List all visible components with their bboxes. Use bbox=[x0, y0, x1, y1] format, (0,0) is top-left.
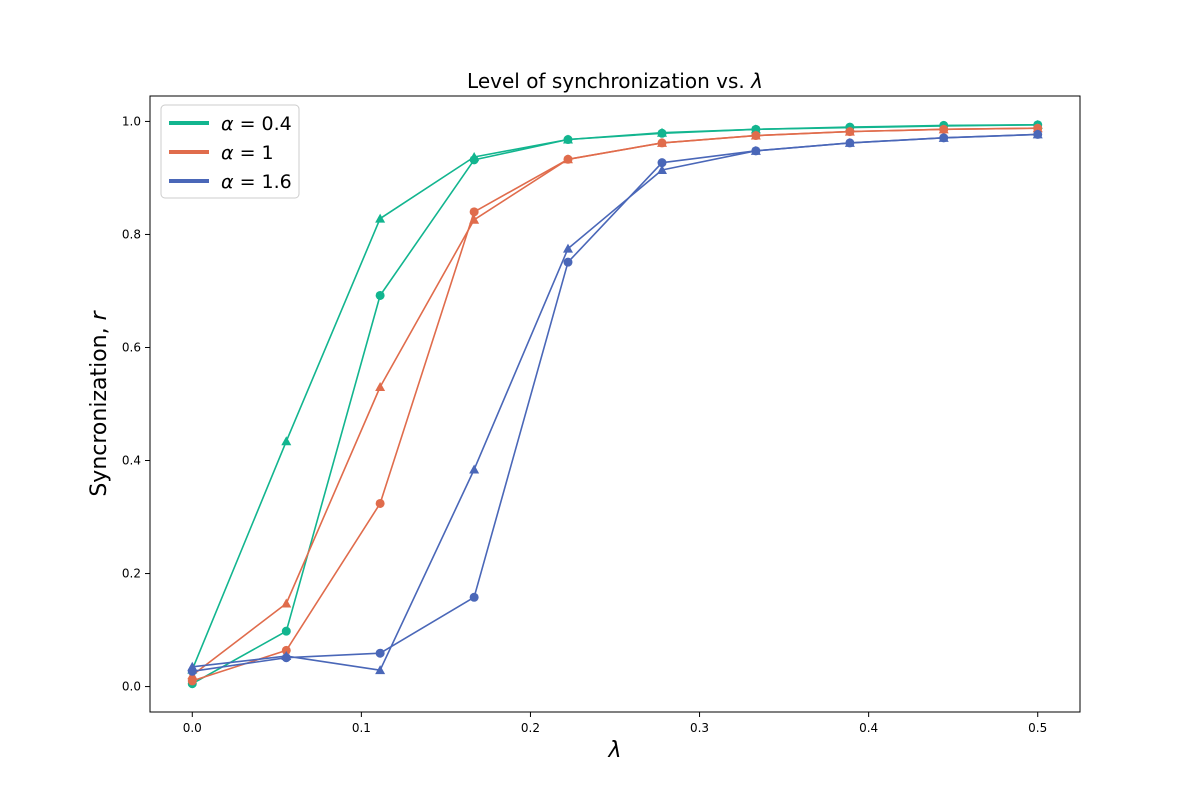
y-tick-label: 1.0 bbox=[122, 114, 141, 128]
series-6 bbox=[187, 129, 1043, 675]
triangle-marker bbox=[1032, 129, 1043, 139]
circle-marker bbox=[281, 645, 291, 655]
triangle-marker bbox=[375, 382, 386, 392]
triangle-marker bbox=[750, 124, 761, 134]
triangle-marker bbox=[375, 213, 386, 223]
triangle-marker bbox=[657, 127, 668, 137]
triangle-marker bbox=[562, 243, 573, 253]
legend-label: α = 1 bbox=[221, 142, 274, 164]
legend-frame bbox=[160, 104, 300, 199]
x-axis: 0.0 0.1 0.2 0.3 0.4 0.5 bbox=[183, 712, 1047, 735]
x-tick-label: 0.4 bbox=[859, 721, 878, 735]
chart-title: Level of synchronization vs. λ bbox=[467, 69, 763, 93]
triangle-marker bbox=[750, 145, 761, 155]
triangle-marker bbox=[750, 130, 761, 140]
plot-area bbox=[149, 95, 1081, 713]
x-axis-label: λ bbox=[607, 738, 621, 763]
legend-label: α = 1.6 bbox=[221, 171, 292, 193]
x-tick-label: 0.3 bbox=[690, 721, 709, 735]
series-line bbox=[192, 133, 1038, 672]
circle-marker bbox=[375, 498, 385, 508]
circle-marker bbox=[563, 257, 573, 267]
triangle-marker bbox=[844, 126, 855, 136]
triangle-marker bbox=[1032, 123, 1043, 133]
circle-marker bbox=[375, 648, 385, 658]
triangle-marker bbox=[281, 651, 292, 661]
x-tick-label: 0.0 bbox=[183, 721, 202, 735]
series-line bbox=[191, 124, 1038, 670]
y-axis-label: Syncronization, r bbox=[87, 309, 112, 496]
triangle-marker bbox=[469, 464, 480, 474]
triangle-marker bbox=[375, 665, 386, 675]
triangle-marker bbox=[281, 598, 292, 608]
y-axis: 0.0 0.2 0.4 0.6 0.8 1.0 bbox=[122, 114, 150, 694]
circle-marker bbox=[281, 626, 291, 636]
y-tick-label: 0.8 bbox=[122, 227, 141, 241]
x-tick-label: 0.5 bbox=[1028, 721, 1047, 735]
triangle-marker bbox=[281, 436, 292, 446]
circle-marker bbox=[469, 207, 479, 217]
legend-item: α = 1 bbox=[169, 142, 274, 164]
y-tick-label: 0.2 bbox=[122, 567, 141, 581]
x-tick-label: 0.2 bbox=[521, 721, 540, 735]
y-tick-label: 0.0 bbox=[122, 680, 141, 694]
triangle-marker bbox=[187, 661, 198, 671]
triangle-marker bbox=[657, 137, 668, 147]
triangle-marker bbox=[657, 165, 668, 175]
triangle-marker bbox=[938, 124, 949, 134]
y-tick-label: 0.4 bbox=[122, 454, 141, 468]
triangle-marker bbox=[844, 137, 855, 147]
circle-marker bbox=[657, 158, 667, 168]
series-line bbox=[191, 127, 1038, 676]
triangle-marker bbox=[469, 152, 480, 162]
triangle-marker bbox=[469, 214, 480, 224]
legend: α = 0.4 α = 1 α = 1.6 bbox=[160, 104, 300, 199]
circle-marker bbox=[469, 592, 479, 602]
legend-item: α = 0.4 bbox=[169, 113, 292, 135]
circle-marker bbox=[375, 290, 385, 300]
x-tick-label: 0.1 bbox=[352, 721, 371, 735]
triangle-marker bbox=[562, 134, 573, 144]
plot-frame bbox=[149, 95, 1081, 713]
legend-item: α = 1.6 bbox=[169, 171, 292, 193]
triangle-marker bbox=[938, 132, 949, 142]
y-tick-label: 0.6 bbox=[122, 340, 141, 354]
triangle-marker bbox=[562, 154, 573, 164]
legend-label: α = 0.4 bbox=[221, 113, 292, 135]
